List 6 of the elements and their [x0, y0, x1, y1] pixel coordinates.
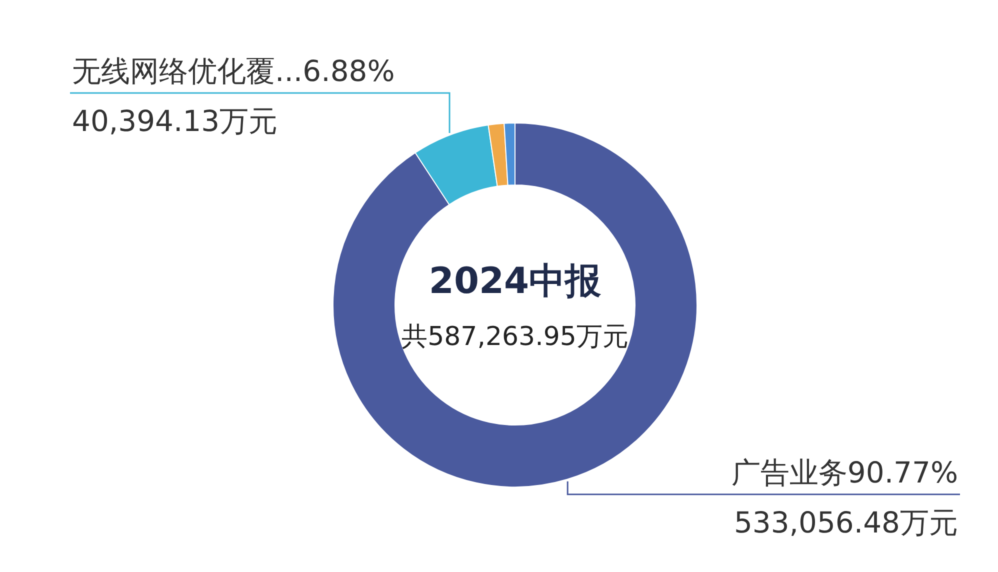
slice-label: 广告业务90.77% [731, 455, 958, 490]
slice-label: 无线网络优化覆...6.88% [72, 54, 395, 88]
text: 共587,263.95万元 [402, 322, 628, 352]
text: 533,056.48万元 [734, 505, 958, 540]
text: 40,394.13万元 [72, 104, 278, 138]
text: 2024中报 [428, 261, 602, 302]
